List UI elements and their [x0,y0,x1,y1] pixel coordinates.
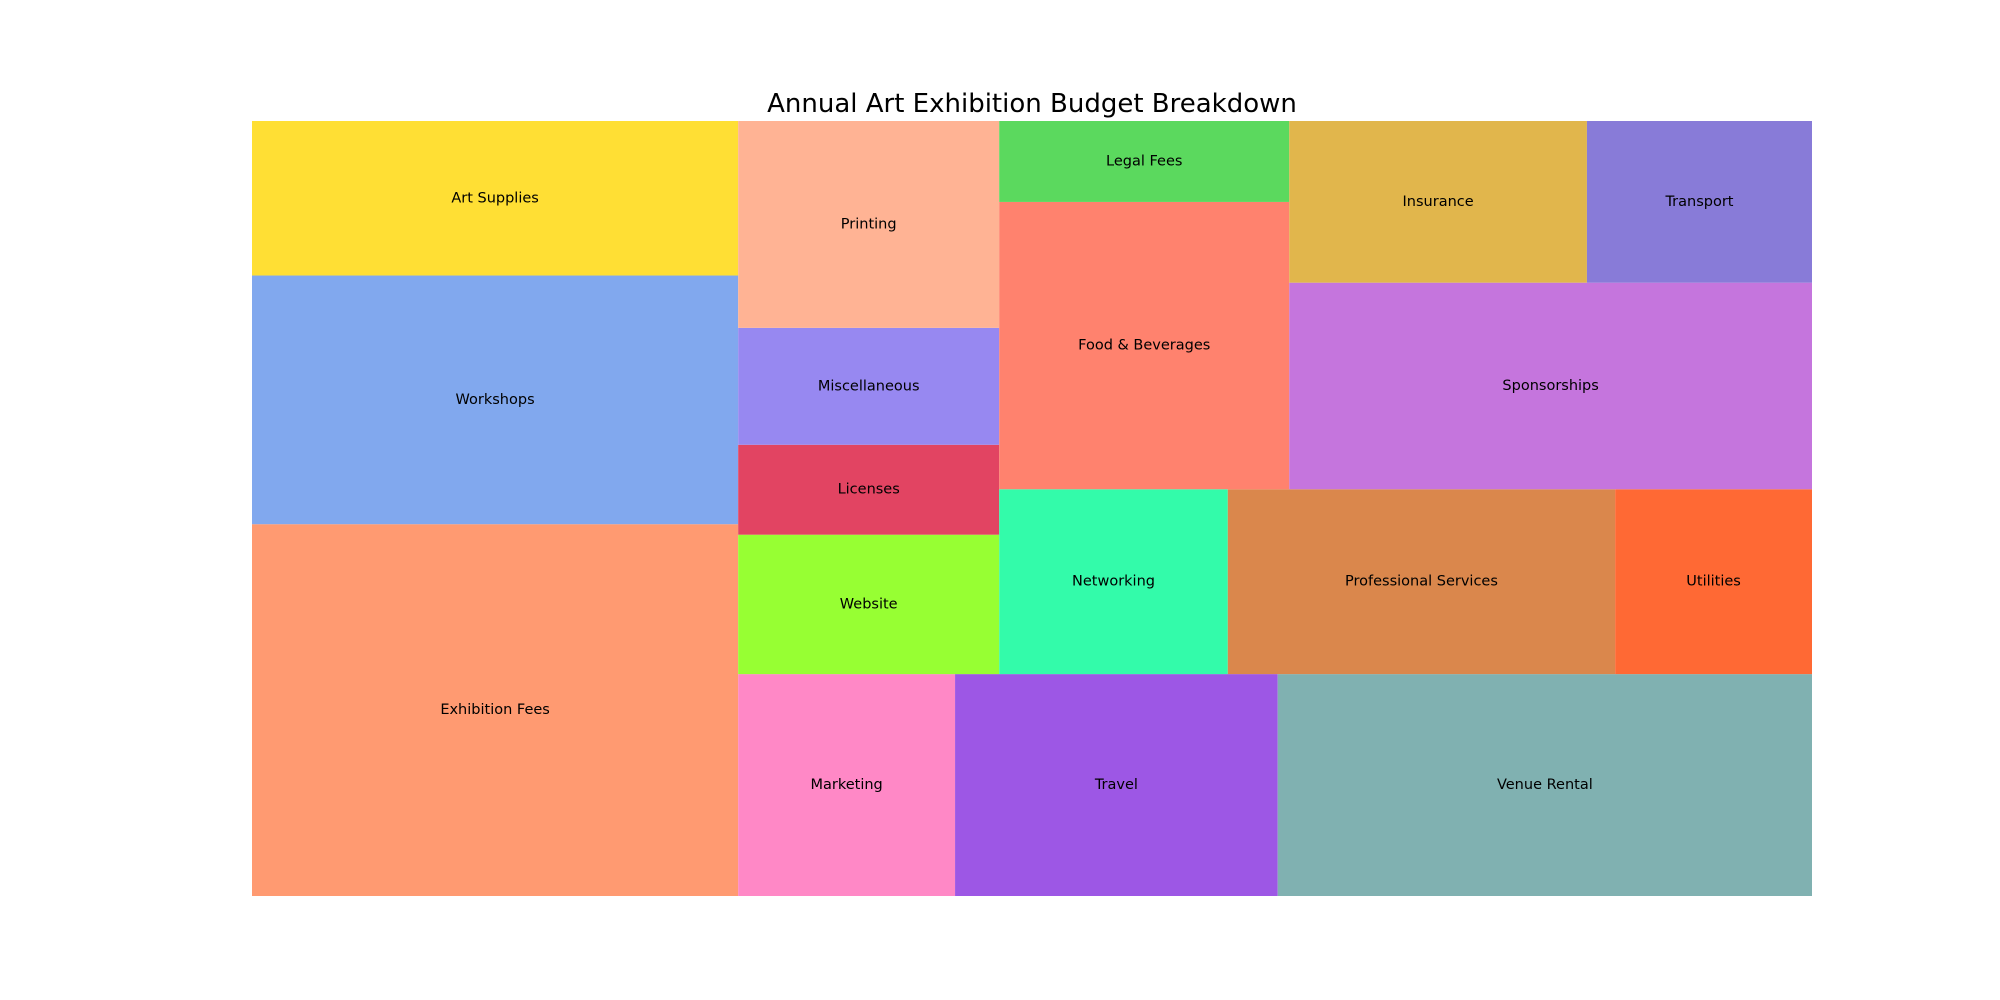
label-website: Website [840,596,898,612]
cell-website [738,534,1000,675]
label-workshops: Workshops [456,392,535,408]
cell-transport [1586,121,1812,283]
label-venue-rental: Venue Rental [1497,777,1593,793]
cell-licenses [738,444,1000,535]
label-food-and-beverages: Food & Beverages [1078,338,1210,354]
cell-travel [955,674,1278,896]
label-legal-fees: Legal Fees [1106,153,1182,169]
cell-sponsorships [1289,282,1812,490]
label-printing: Printing [841,216,897,232]
cell-insurance [1289,121,1587,283]
label-exhibition-fees: Exhibition Fees [440,702,550,718]
label-professional-services: Professional Services [1345,574,1498,590]
cell-miscellaneous [738,327,1000,445]
label-travel: Travel [1094,777,1138,793]
label-utilities: Utilities [1686,574,1741,590]
label-licenses: Licenses [838,482,900,498]
label-transport: Transport [1664,194,1733,210]
label-networking: Networking [1072,574,1155,590]
label-insurance: Insurance [1403,194,1474,210]
cell-legal-fees [999,121,1290,202]
cell-marketing [738,674,956,896]
cell-workshops [252,275,739,525]
cell-exhibition-fees [252,524,739,896]
cell-food-and-beverages [999,201,1290,490]
cell-networking [999,489,1228,675]
cell-professional-services [1227,489,1616,675]
cell-venue-rental [1277,674,1812,896]
cell-art-supplies [252,121,739,276]
cell-utilities [1615,489,1812,675]
cell-printing [738,121,1000,328]
label-marketing: Marketing [810,777,882,793]
label-miscellaneous: Miscellaneous [818,378,920,394]
label-art-supplies: Art Supplies [451,190,539,206]
label-sponsorships: Sponsorships [1502,378,1598,394]
treemap-cells: Exhibition Fees Workshops Art Supplies Mark… [252,121,1812,896]
chart-title: Annual Art Exhibition Budget Breakdown [767,89,1297,119]
